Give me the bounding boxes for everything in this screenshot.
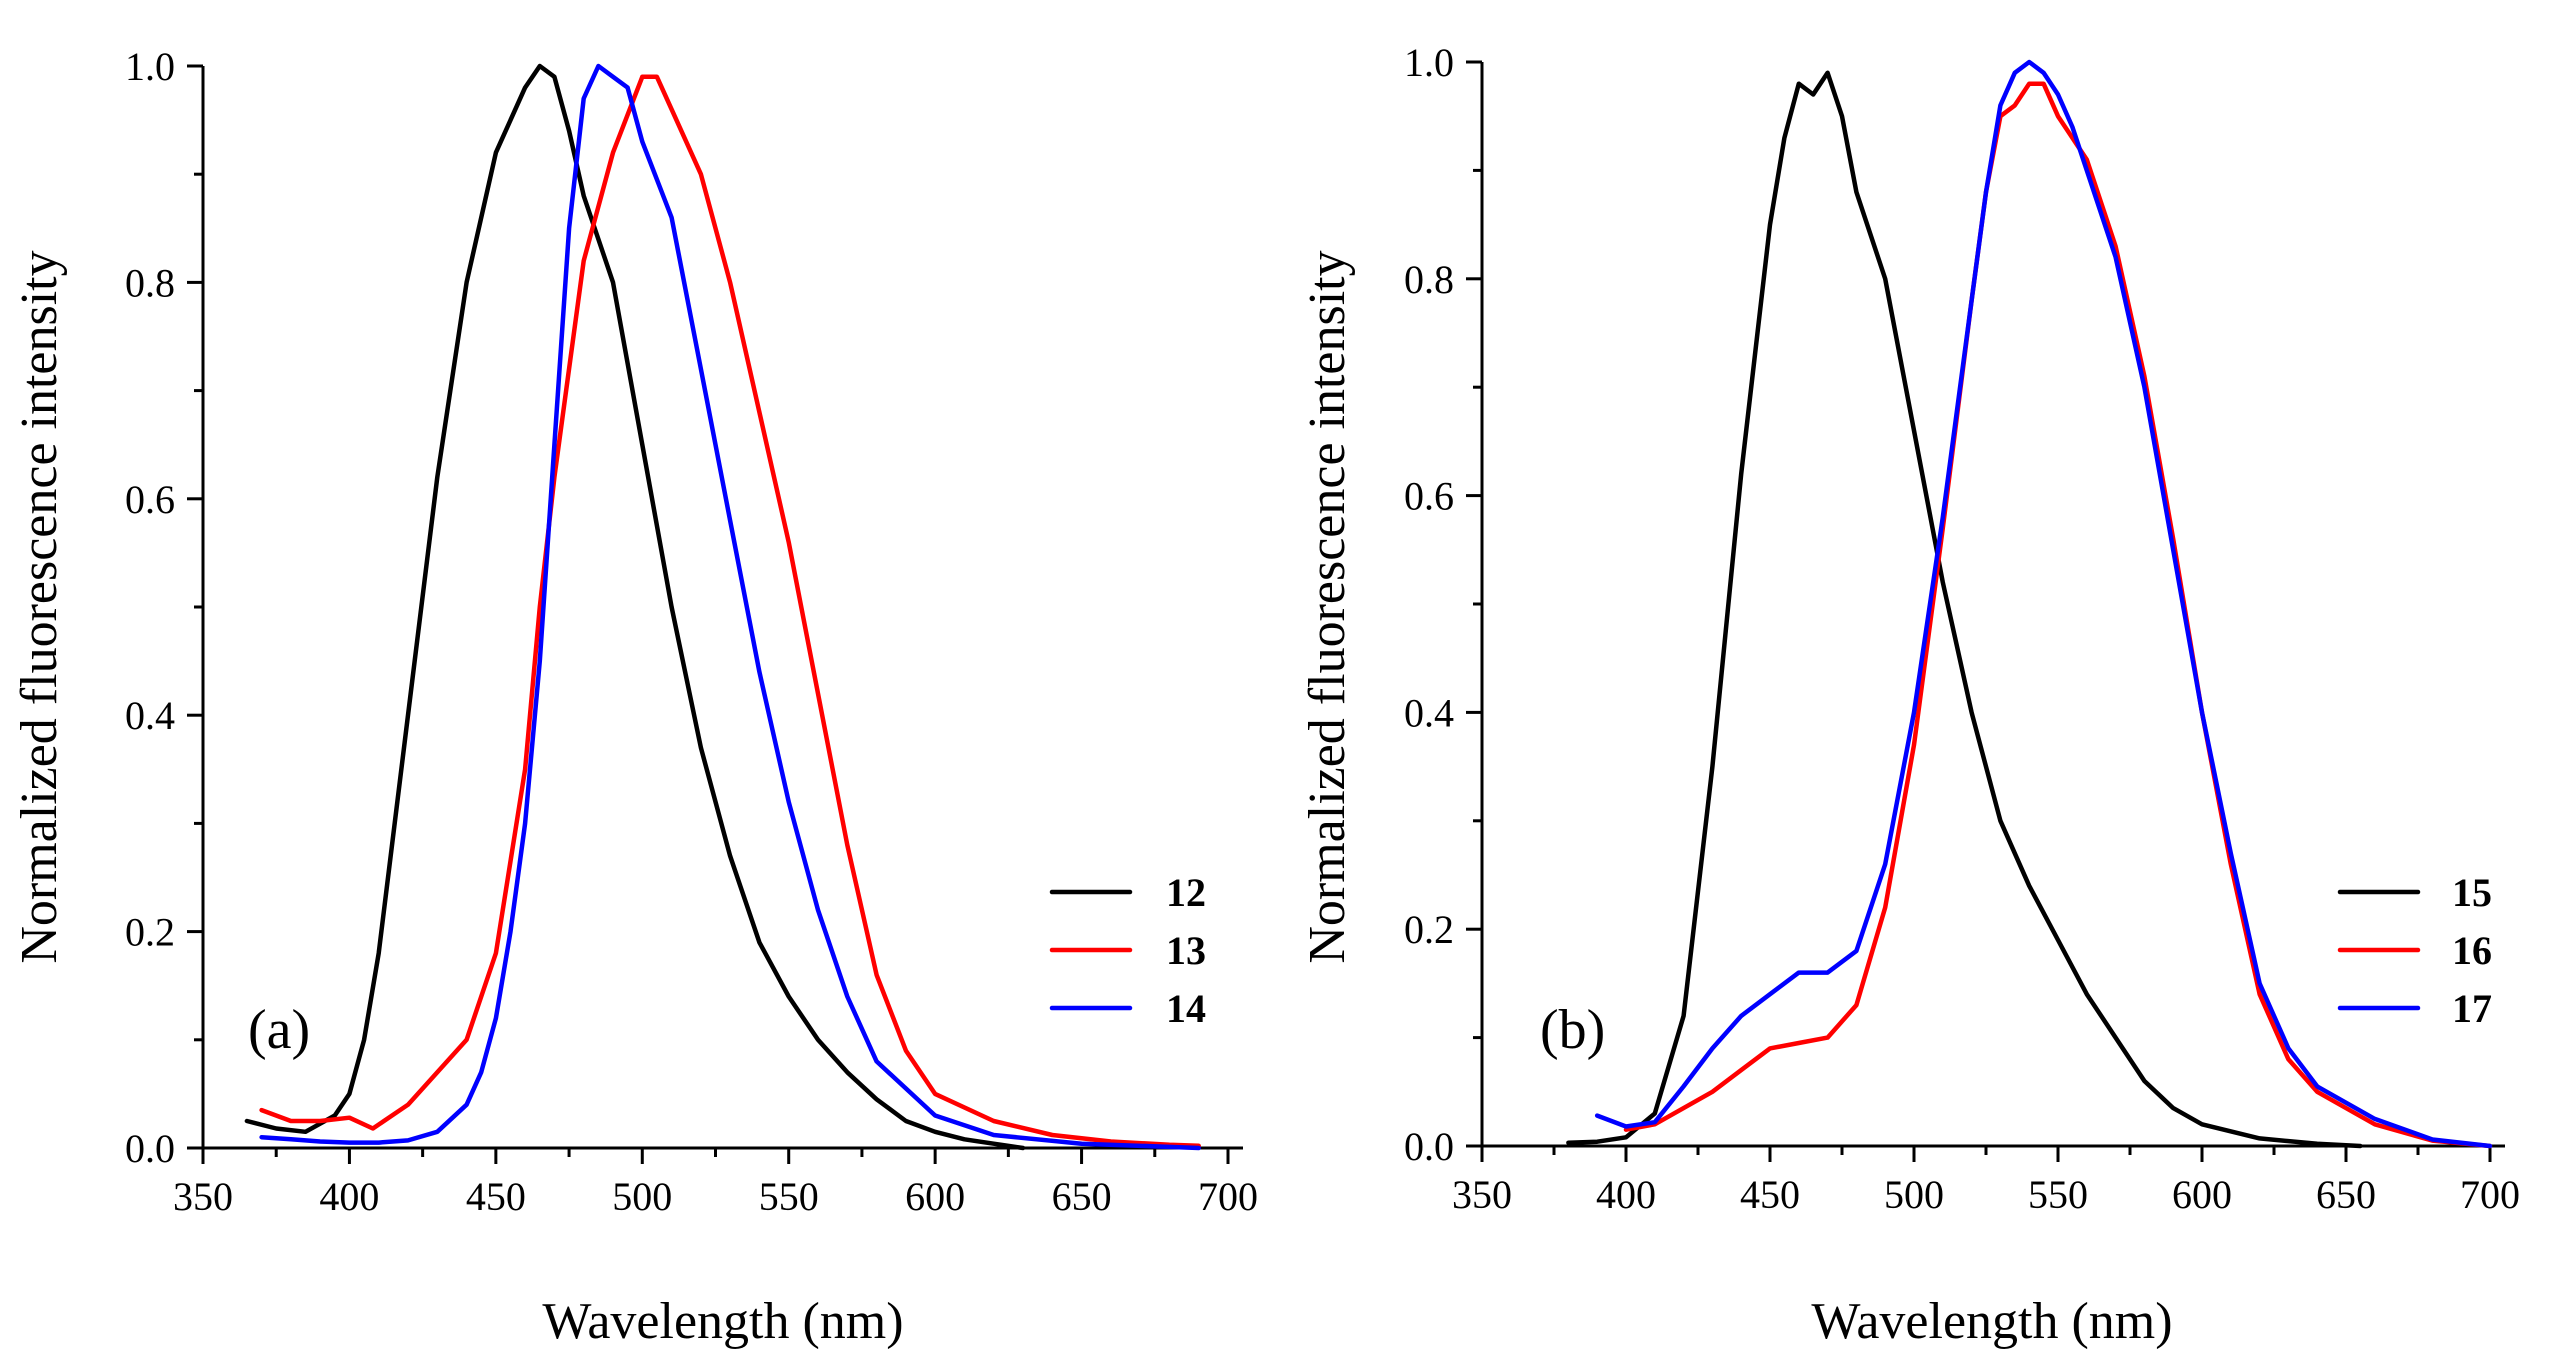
panel-a-tag: (a) <box>248 999 310 1061</box>
panel-a-y-tick-labels: 0.0 0.2 0.4 0.6 0.8 1.0 <box>125 44 175 1171</box>
x-tick-label: 550 <box>759 1174 819 1219</box>
y-tick-label: 0.4 <box>125 693 175 738</box>
x-tick-label: 550 <box>2028 1172 2088 1217</box>
y-tick-label: 1.0 <box>1404 40 1454 85</box>
legend-item-12: 12 <box>1049 870 1206 915</box>
panel-a-x-axis-title: Wavelength (nm) <box>542 1293 903 1350</box>
x-tick-label: 600 <box>2172 1172 2232 1217</box>
legend-label-12: 12 <box>1166 870 1206 915</box>
legend-item-13: 13 <box>1049 928 1206 973</box>
y-tick-label: 0.0 <box>125 1126 175 1171</box>
y-tick-label: 0.2 <box>1404 907 1454 952</box>
panel-a-y-ticks <box>187 64 203 1150</box>
legend-label-13: 13 <box>1166 928 1206 973</box>
x-tick-label: 400 <box>1596 1172 1656 1217</box>
panel-b-y-tick-labels: 0.0 0.2 0.4 0.6 0.8 1.0 <box>1404 40 1454 1169</box>
panel-a-y-axis-title: Normalized fluorescence intensity <box>11 250 68 963</box>
legend-label-16: 16 <box>2452 928 2492 973</box>
panel-b-x-ticks <box>1480 1146 2492 1162</box>
panel-b-y-axis-title: Normalized fluorescence intensity <box>1299 250 1356 963</box>
x-tick-label: 500 <box>1884 1172 1944 1217</box>
legend-item-17: 17 <box>2337 986 2492 1031</box>
legend-label-15: 15 <box>2452 870 2492 915</box>
panel-b-y-ticks <box>1466 60 1482 1148</box>
series-line-16 <box>1623 81 2493 1149</box>
x-tick-label: 650 <box>1052 1174 1112 1219</box>
legend-item-16: 16 <box>2337 928 2492 973</box>
y-tick-label: 0.6 <box>125 477 175 522</box>
panel-a-series <box>244 63 1201 1151</box>
y-tick-label: 0.4 <box>1404 690 1454 735</box>
y-tick-label: 1.0 <box>125 44 175 89</box>
series-line-12 <box>244 63 1026 1151</box>
y-tick-label: 0.2 <box>125 910 175 955</box>
panel-b-plot-area <box>1467 62 2505 1148</box>
legend-item-14: 14 <box>1049 986 1206 1031</box>
y-tick-label: 0.0 <box>1404 1124 1454 1169</box>
x-tick-label: 350 <box>173 1174 233 1219</box>
panel-b-x-tick-labels: 350 400 450 500 550 600 650 700 <box>1452 1172 2520 1217</box>
legend-item-15: 15 <box>2337 870 2492 915</box>
x-tick-label: 700 <box>2460 1172 2520 1217</box>
panel-a: 350 400 450 500 550 600 650 700 0.0 0.2 0.4 0.6 0.8… <box>11 44 1258 1350</box>
y-tick-label: 0.8 <box>125 260 175 305</box>
panel-a-x-ticks <box>201 1148 1230 1164</box>
legend-label-17: 17 <box>2452 986 2492 1031</box>
panel-a-x-tick-labels: 350 400 450 500 550 600 650 700 <box>173 1174 1258 1219</box>
x-tick-label: 450 <box>1740 1172 1800 1217</box>
y-tick-label: 0.8 <box>1404 257 1454 302</box>
legend-label-14: 14 <box>1166 986 1206 1031</box>
x-tick-label: 500 <box>612 1174 672 1219</box>
panel-b-tag: (b) <box>1540 999 1605 1061</box>
panel-b-x-axis-title: Wavelength (nm) <box>1811 1293 2172 1350</box>
series-line-14 <box>259 63 1201 1151</box>
y-tick-label: 0.6 <box>1404 474 1454 519</box>
x-tick-label: 600 <box>905 1174 965 1219</box>
x-tick-label: 400 <box>319 1174 379 1219</box>
x-tick-label: 650 <box>2316 1172 2376 1217</box>
panel-a-legend: 12 13 14 <box>1049 870 1206 1031</box>
series-line-13 <box>259 74 1201 1149</box>
x-tick-label: 350 <box>1452 1172 1512 1217</box>
series-line-17 <box>1594 59 2493 1149</box>
series-line-15 <box>1566 70 2363 1149</box>
panel-b-series <box>1566 59 2493 1149</box>
x-tick-label: 450 <box>466 1174 526 1219</box>
panel-b-legend: 15 16 17 <box>2337 870 2492 1031</box>
panel-b: 350 400 450 500 550 600 650 700 0.0 0.2 0.4 0.6 0.8… <box>1299 40 2520 1350</box>
x-tick-label: 700 <box>1198 1174 1258 1219</box>
